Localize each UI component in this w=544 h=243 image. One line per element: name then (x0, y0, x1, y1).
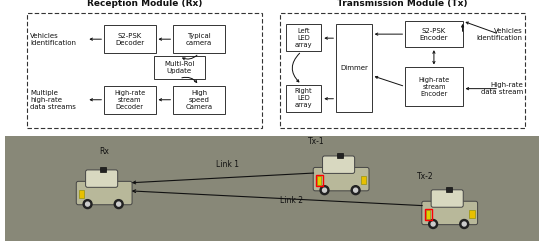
Text: High-rate
stream
Decoder: High-rate stream Decoder (114, 90, 145, 110)
Bar (174, 25, 225, 53)
Text: High-rate
data stream: High-rate data stream (480, 82, 523, 95)
Text: Dimmer: Dimmer (340, 65, 368, 71)
FancyBboxPatch shape (431, 190, 463, 207)
FancyBboxPatch shape (422, 201, 478, 225)
Bar (405, 68, 462, 106)
Bar (174, 86, 225, 114)
Text: Reception Module (Rx): Reception Module (Rx) (87, 0, 202, 8)
Text: Link 1: Link 1 (216, 160, 239, 169)
Bar (280, 13, 525, 128)
FancyBboxPatch shape (313, 167, 369, 191)
Bar (104, 25, 156, 53)
Bar (286, 85, 322, 112)
Circle shape (354, 188, 357, 192)
Text: Link 2: Link 2 (280, 196, 303, 205)
Text: S2-PSK
Decoder: S2-PSK Decoder (115, 33, 144, 46)
Circle shape (351, 186, 360, 195)
Bar (426, 210, 430, 219)
Circle shape (83, 200, 92, 208)
Text: Tx-1: Tx-1 (308, 137, 325, 146)
Text: High-rate
stream
Encoder: High-rate stream Encoder (418, 77, 449, 97)
FancyBboxPatch shape (85, 170, 118, 187)
Circle shape (320, 186, 329, 195)
Circle shape (460, 219, 469, 228)
Text: Transmission Module (Tx): Transmission Module (Tx) (337, 0, 468, 8)
FancyBboxPatch shape (323, 156, 355, 174)
FancyBboxPatch shape (76, 181, 132, 205)
Bar (100, 167, 106, 172)
Bar (79, 190, 84, 198)
Bar (153, 56, 205, 78)
Bar (425, 209, 432, 220)
Text: Typical
camera: Typical camera (186, 33, 212, 46)
Text: Right
LED
array: Right LED array (295, 88, 312, 108)
Text: Rx: Rx (99, 147, 109, 156)
Text: Vehicles
Identification: Vehicles Identification (477, 28, 523, 41)
Circle shape (116, 202, 121, 206)
Bar (317, 176, 322, 185)
Text: S2-PSK
Encoder: S2-PSK Encoder (419, 28, 448, 41)
Bar (405, 21, 462, 47)
Bar (104, 86, 156, 114)
Bar (446, 187, 452, 192)
Text: Vehicles
Identification: Vehicles Identification (30, 33, 76, 46)
Circle shape (114, 200, 123, 208)
Text: High
speed
Camera: High speed Camera (186, 90, 213, 110)
Bar (286, 24, 322, 51)
Circle shape (429, 219, 437, 228)
Bar (469, 210, 474, 218)
Circle shape (462, 222, 466, 226)
Bar (361, 176, 366, 184)
Bar (337, 153, 343, 158)
Circle shape (431, 222, 435, 226)
Bar (27, 13, 262, 128)
Text: Multi-Rol
Update: Multi-Rol Update (164, 61, 194, 74)
Circle shape (323, 188, 326, 192)
Text: Multiple
high-rate
data streams: Multiple high-rate data streams (30, 90, 76, 110)
Text: Tx-2: Tx-2 (417, 172, 434, 181)
Bar (336, 24, 372, 112)
Circle shape (85, 202, 90, 206)
Text: Left
LED
array: Left LED array (295, 28, 312, 48)
Bar (316, 175, 323, 186)
